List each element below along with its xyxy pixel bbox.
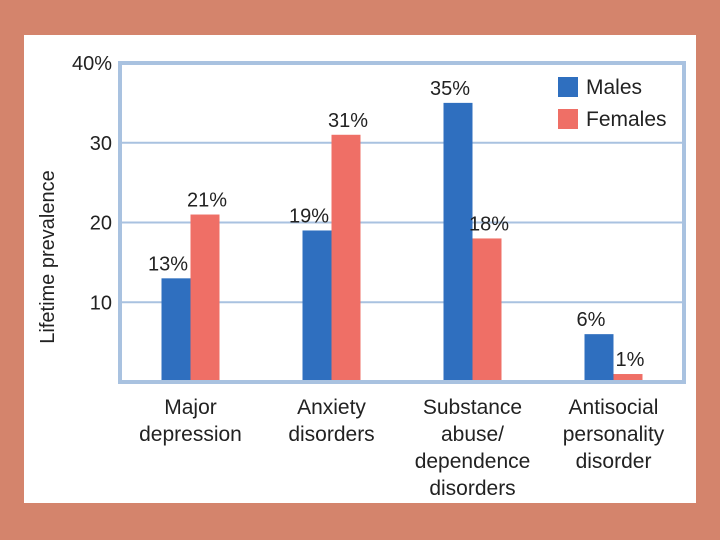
x-tick-label-line: disorders bbox=[429, 477, 515, 500]
data-label: 19% bbox=[289, 205, 329, 227]
x-tick-label-line: abuse/ bbox=[441, 423, 504, 446]
y-tick-label: 30 bbox=[90, 133, 112, 155]
data-label: 13% bbox=[148, 253, 188, 275]
plot-area-border bbox=[118, 61, 686, 384]
x-tick-label-line: depression bbox=[139, 423, 242, 446]
bar-males bbox=[443, 102, 473, 382]
x-tick-label-line: Substance bbox=[423, 396, 522, 419]
legend-label-females: Females bbox=[586, 108, 667, 131]
data-label: 35% bbox=[430, 78, 470, 100]
bar-chart: 13% 21% 19% 31% 35% 18% 6% 1% 10 20 30 40% Major de… bbox=[37, 53, 686, 500]
bar-females bbox=[331, 134, 361, 382]
bar-males bbox=[584, 334, 614, 382]
y-axis-label: Lifetime prevalence bbox=[37, 170, 59, 343]
x-tick-label-line: Antisocial bbox=[569, 396, 659, 419]
x-tick-label-line: Anxiety bbox=[297, 396, 366, 419]
y-tick-label: 40% bbox=[72, 53, 112, 75]
chart-panel: 13% 21% 19% 31% 35% 18% 6% 1% 10 20 30 40% Major de… bbox=[24, 35, 696, 503]
x-tick-label: Antisocial personality disorder bbox=[563, 396, 665, 473]
bar-females bbox=[472, 238, 502, 382]
x-tick-label-line: Major bbox=[164, 396, 217, 419]
y-tick-label: 20 bbox=[90, 213, 112, 235]
bar-females bbox=[190, 214, 220, 382]
y-tick-label: 10 bbox=[90, 292, 112, 314]
legend-swatch-males bbox=[558, 77, 578, 97]
x-tick-label: Substance abuse/dependence disorders bbox=[415, 396, 531, 500]
data-label: 1% bbox=[616, 349, 645, 371]
bar-males bbox=[302, 230, 332, 382]
x-tick-label-line: disorders bbox=[288, 423, 374, 446]
bar-males bbox=[161, 278, 191, 382]
bar-females bbox=[613, 374, 643, 382]
legend-label-males: Males bbox=[586, 76, 642, 99]
data-label: 31% bbox=[328, 110, 368, 132]
x-tick-label: Anxiety disorders bbox=[288, 396, 374, 446]
data-label: 21% bbox=[187, 190, 227, 212]
x-tick-label-line: disorder bbox=[576, 450, 652, 473]
x-tick-label-line: personality bbox=[563, 423, 665, 446]
legend-swatch-females bbox=[558, 109, 578, 129]
data-label: 18% bbox=[469, 213, 509, 235]
data-label: 6% bbox=[577, 309, 606, 331]
x-tick-label: Major depression bbox=[139, 396, 242, 446]
x-tick-label-line: dependence bbox=[415, 450, 531, 473]
